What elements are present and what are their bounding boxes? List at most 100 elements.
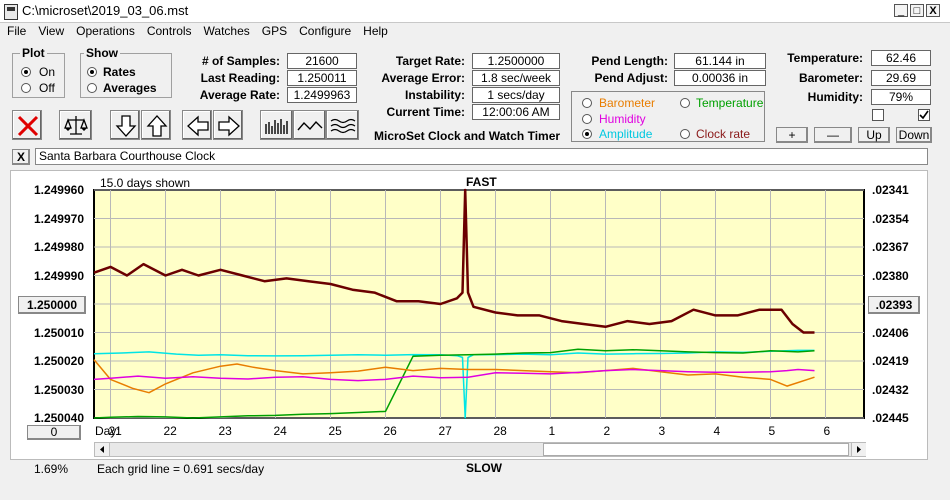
- horizontal-scrollbar[interactable]: [94, 442, 866, 457]
- wave-view-button[interactable]: [326, 110, 359, 140]
- show-group-title: Show: [84, 46, 120, 60]
- menu-file[interactable]: File: [7, 24, 27, 38]
- right-tick-label: .02354: [872, 211, 909, 226]
- right-tick-label: .02432: [872, 382, 909, 397]
- show-rates-radio[interactable]: [87, 67, 97, 77]
- current-time-value: 12:00:06 AM: [472, 104, 560, 120]
- title-bar: C:\microset\2019_03_06.mst _ □ X: [0, 0, 950, 23]
- barometer-radio[interactable]: [582, 98, 592, 108]
- pend-adjust-label: Pend Adjust:: [594, 71, 668, 85]
- show-rates-label: Rates: [103, 65, 136, 79]
- clock-name-field[interactable]: Santa Barbara Courthouse Clock: [35, 148, 928, 165]
- right-tick-label: .02419: [872, 354, 909, 368]
- arrow-left-icon: [187, 115, 209, 137]
- menu-watches[interactable]: Watches: [203, 24, 250, 38]
- minus-button[interactable]: —: [814, 127, 852, 143]
- close-button[interactable]: X: [926, 4, 940, 17]
- series-line-barometer: [93, 359, 815, 394]
- app-icon[interactable]: [4, 4, 18, 20]
- scroll-right-button[interactable]: [851, 443, 866, 456]
- percent-label: 1.69%: [34, 462, 69, 476]
- series-lines: [93, 188, 815, 419]
- arrow-down-button[interactable]: [110, 110, 140, 140]
- x-tick-label: 6: [823, 424, 831, 438]
- plot-off-radio[interactable]: [21, 83, 31, 93]
- arrow-left-button[interactable]: [182, 110, 212, 140]
- show-averages-label: Averages: [103, 81, 157, 95]
- line-graph-icon: [297, 120, 323, 131]
- menu-gps[interactable]: GPS: [261, 24, 288, 38]
- left-scale-button[interactable]: 1.250000: [18, 296, 86, 314]
- average-error-label: Average Error:: [381, 71, 465, 85]
- humidity-label: Humidity: [599, 112, 646, 126]
- menu-view[interactable]: View: [38, 24, 65, 38]
- series-line-temperature: [93, 348, 815, 419]
- scroll-left-button[interactable]: [95, 443, 110, 456]
- show-group: Show Rates Averages: [80, 46, 172, 98]
- down-button[interactable]: Down: [896, 127, 932, 143]
- temperature-radio[interactable]: [680, 98, 690, 108]
- left-tick-label: 1.249960: [33, 183, 84, 197]
- clock-rate-label: Clock rate: [696, 127, 751, 141]
- menu-controls[interactable]: Controls: [146, 24, 192, 38]
- barometer-stat-label: Barometer:: [798, 71, 863, 85]
- days-shown-label: 15.0 days shown: [100, 176, 191, 190]
- plot-group: Plot On Off: [12, 46, 65, 98]
- right-tick-label: .02445: [872, 411, 909, 425]
- window-title: C:\microset\2019_03_06.mst: [22, 3, 189, 18]
- series-select-group: Barometer Temperature Humidity Amplitude…: [571, 91, 765, 142]
- series-line-humidity: [93, 368, 815, 382]
- x-tick-label: 24: [273, 424, 287, 438]
- menu-configure[interactable]: Configure: [299, 24, 352, 38]
- minimize-button[interactable]: _: [894, 4, 908, 17]
- clear-clock-button[interactable]: X: [12, 149, 30, 165]
- red-x-icon: [17, 115, 39, 137]
- menu-help[interactable]: Help: [363, 24, 388, 38]
- average-error-value: 1.8 sec/week: [472, 70, 560, 86]
- temperature-label: Temperature: [696, 96, 764, 110]
- target-rate-label: Target Rate:: [395, 54, 465, 68]
- plot-off-label: Off: [39, 81, 55, 95]
- x-tick-label: 25: [328, 424, 342, 438]
- bars-view-button[interactable]: [260, 110, 293, 140]
- amplitude-radio[interactable]: [582, 129, 592, 139]
- left-tick-label: 1.249990: [33, 268, 84, 283]
- left-tick-label: 1.249970: [33, 211, 84, 226]
- x-tick-label: 3: [658, 424, 666, 438]
- series-line-amplitude: [93, 349, 815, 419]
- left-tick-label: 1.249980: [33, 240, 84, 254]
- right-tick-label: .02367: [872, 240, 909, 254]
- current-time-label: Current Time:: [386, 105, 465, 119]
- left-tick-label: 1.250030: [33, 382, 84, 397]
- line-view-button[interactable]: [293, 110, 326, 140]
- show-averages-radio[interactable]: [87, 83, 97, 93]
- up-button[interactable]: Up: [858, 127, 890, 143]
- arrow-up-button[interactable]: [141, 110, 171, 140]
- wave-icon: [330, 118, 356, 134]
- barometer-label: Barometer: [599, 96, 656, 110]
- checkbox-left[interactable]: [872, 109, 884, 121]
- x-tick-label: 5: [768, 424, 776, 438]
- plus-button[interactable]: +: [776, 127, 808, 143]
- humidity-radio[interactable]: [582, 114, 592, 124]
- right-scale-button[interactable]: .02393: [868, 296, 920, 314]
- clock-rate-radio[interactable]: [680, 129, 690, 139]
- humidity-stat-value: 79%: [871, 89, 931, 105]
- maximize-button[interactable]: □: [910, 4, 924, 17]
- arrow-up-icon: [146, 115, 168, 137]
- instability-value: 1 secs/day: [472, 87, 560, 103]
- arrow-right-button[interactable]: [213, 110, 243, 140]
- plot-on-radio[interactable]: [21, 67, 31, 77]
- scroll-thumb[interactable]: [543, 443, 849, 456]
- x-tick-label: 27: [438, 424, 452, 438]
- stop-button[interactable]: [12, 110, 42, 140]
- humidity-stat-label: Humidity:: [807, 90, 863, 104]
- menu-operations[interactable]: Operations: [76, 24, 135, 38]
- barometer-stat-value: 29.69: [871, 70, 931, 86]
- checkbox-right[interactable]: [918, 109, 930, 121]
- balance-button[interactable]: [59, 110, 92, 140]
- zero-button[interactable]: 0: [27, 425, 81, 440]
- samples-label: # of Samples:: [201, 54, 280, 68]
- x-tick-label: 21: [108, 424, 122, 438]
